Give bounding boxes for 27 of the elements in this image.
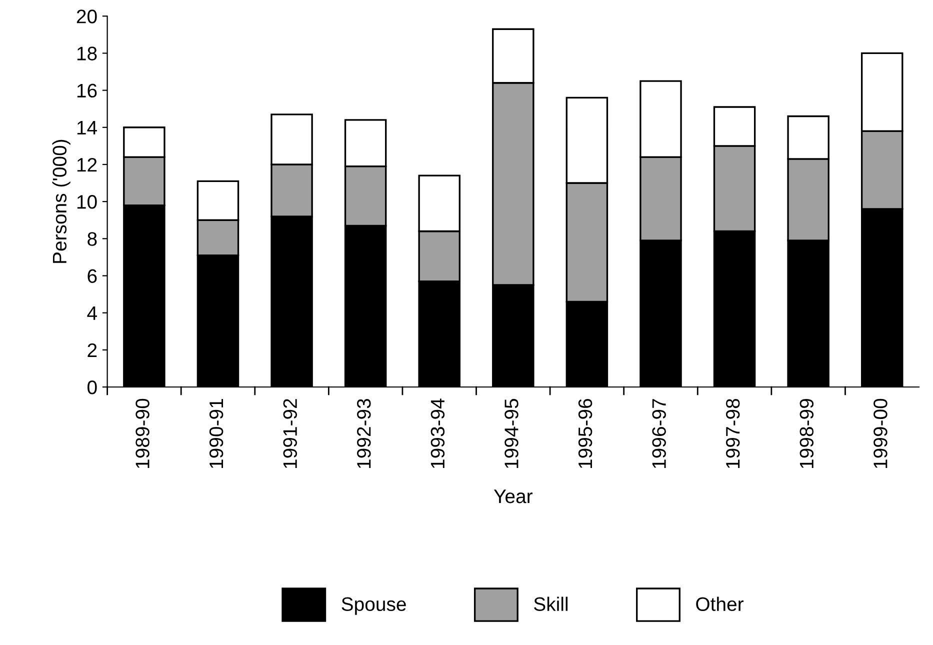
y-tick-label: 4: [87, 306, 98, 320]
x-tick-label: 1993-94: [430, 398, 445, 468]
x-tick-label: 1992-93: [357, 398, 371, 468]
y-tick-label: 2: [88, 343, 97, 357]
x-axis-title: Year: [494, 490, 532, 504]
x-tick-label: 1999-00: [874, 398, 888, 468]
legend-label: Other: [696, 596, 744, 612]
y-tick-label: 14: [77, 121, 98, 134]
y-axis-title: Persons ('000): [52, 140, 70, 263]
y-tick-label: 8: [88, 232, 97, 246]
legend-label: Spouse: [342, 597, 406, 615]
y-tick-label: 6: [88, 269, 97, 283]
legend-label: Skill: [534, 596, 568, 612]
y-tick-label: 16: [77, 84, 97, 98]
x-tick-label: 1997-98: [726, 398, 740, 468]
x-tick-label: 1991-92: [283, 399, 297, 468]
y-tick-label: 0: [88, 380, 97, 394]
y-tick-label: 10: [77, 195, 97, 209]
x-tick-label: 1990-91: [209, 399, 224, 468]
y-tick-label: 20: [76, 10, 97, 24]
y-tick-label: 18: [77, 46, 97, 60]
y-tick-label: 12: [77, 158, 97, 172]
x-tick-label: 1995-96: [578, 398, 592, 468]
x-tick-label: 1989-90: [136, 398, 150, 468]
x-tick-label: 1998-99: [800, 399, 814, 468]
x-tick-label: 1996-97: [652, 399, 666, 468]
x-tick-label: 1994-95: [504, 398, 518, 468]
